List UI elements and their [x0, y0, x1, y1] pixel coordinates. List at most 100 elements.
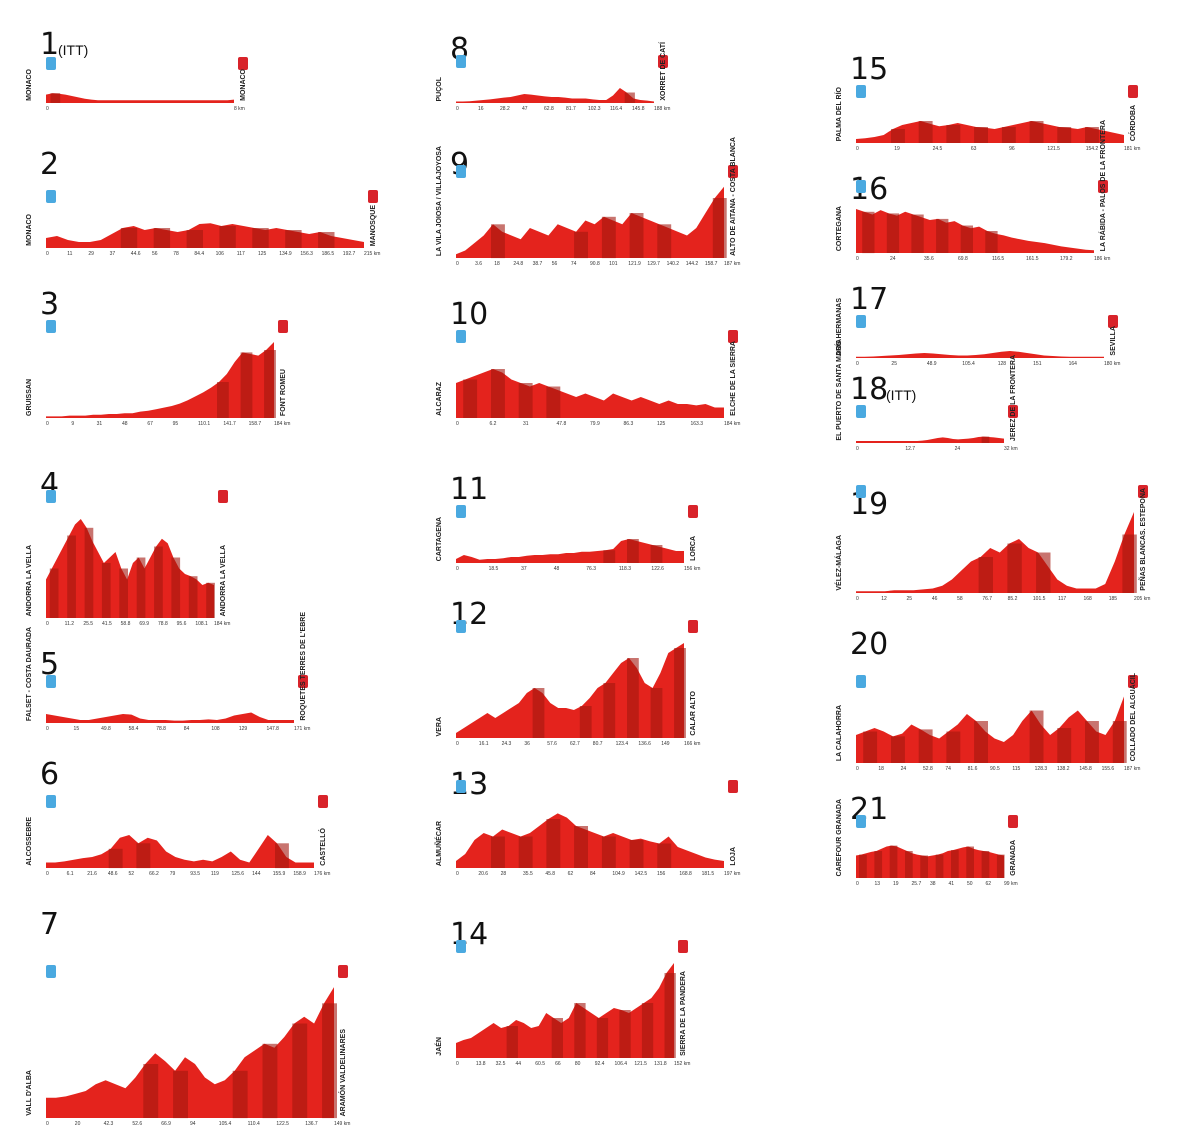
- finish-town-label: LOJA: [730, 847, 737, 866]
- finish-town-label: CÓRDOBA: [1130, 104, 1137, 141]
- start-flag-icon: [856, 675, 866, 688]
- km-tick-label: 41.5: [102, 621, 112, 627]
- km-tick-label: 158.7: [704, 261, 718, 267]
- km-tick-label: 0: [46, 726, 49, 732]
- km-tick-label: 15: [73, 726, 80, 732]
- climb-segment: [84, 527, 94, 618]
- km-tick-label: 95: [172, 421, 179, 427]
- km-tick-label: 24.8: [513, 261, 524, 267]
- km-tick-label: 94: [190, 1121, 196, 1127]
- elevation-profile: [456, 369, 724, 418]
- stage-number: 17: [850, 282, 889, 317]
- climb-segment: [551, 1018, 563, 1058]
- climb-segment: [862, 211, 875, 254]
- km-tick-label: 45.8: [545, 871, 556, 877]
- km-tick-label: 128.3: [1034, 766, 1048, 772]
- km-tick-label: 141.7: [223, 421, 236, 427]
- km-tick-label: 44.6: [130, 251, 141, 257]
- stage-1: 1 (ITT) MONACO MONACO 0 8 km: [20, 30, 260, 115]
- start-town-label: ALCOSSEBRE: [26, 817, 33, 866]
- km-tick-label: 125: [258, 251, 267, 257]
- km-tick-label: 11.2: [64, 621, 75, 627]
- finish-flag-icon: [318, 795, 328, 808]
- km-tick-label: 188 km: [654, 106, 671, 112]
- km-tick-label: 84.4: [194, 251, 205, 257]
- km-tick-label: 0: [856, 256, 859, 262]
- climb-segment: [1057, 728, 1072, 763]
- climb-segment: [491, 224, 505, 259]
- finish-flag-icon: [728, 780, 738, 793]
- km-tick-label: 28.2: [500, 106, 510, 112]
- km-tick-label: 37: [109, 251, 116, 257]
- elevation-profile: [856, 121, 1124, 143]
- km-tick-label: 145.8: [1079, 766, 1092, 772]
- km-tick-label: 12: [881, 596, 887, 602]
- climb-segment: [153, 228, 171, 248]
- finish-town-label: ROQUETES TERRES DE L'EBRE: [300, 612, 307, 721]
- stage-18: 18 (ITT) EL PUERTO DE SANTA MARÍA JEREZ DE …: [830, 339, 1030, 455]
- km-tick-label: 84: [590, 871, 596, 877]
- climb-segment: [518, 383, 533, 418]
- km-tick-label: 0: [46, 251, 49, 257]
- start-flag-icon: [456, 780, 466, 793]
- climb-segment: [874, 851, 883, 878]
- start-town-label: VERA: [436, 716, 443, 736]
- km-tick-label: 32.5: [495, 1061, 506, 1067]
- km-tick-label: 192.7: [342, 251, 356, 257]
- km-tick-label: 136.6: [638, 741, 651, 747]
- km-tick-label: 6.1: [66, 871, 74, 877]
- km-tick-label: 0: [856, 146, 859, 152]
- km-tick-label: 56: [152, 251, 158, 257]
- climb-segment: [624, 92, 635, 103]
- start-flag-icon: [456, 940, 466, 953]
- km-tick-label: 24: [900, 766, 907, 772]
- km-tick-label: 56: [551, 261, 558, 267]
- profile-area: [856, 436, 1004, 443]
- km-tick-label: 62: [567, 871, 574, 877]
- km-tick-label: 123.4: [615, 741, 629, 747]
- km-tick-label: 3.6: [475, 261, 483, 267]
- km-tick-label: 0: [856, 361, 859, 367]
- climb-segment: [946, 125, 961, 143]
- climb-segment: [859, 854, 867, 878]
- km-tick-label: 79.9: [590, 421, 600, 427]
- climb-segment: [966, 846, 974, 878]
- elevation-profile: [856, 209, 1094, 254]
- km-tick-label: 125: [657, 421, 666, 427]
- finish-town-label: JEREZ DE LA FRONTERA: [1010, 354, 1017, 441]
- climb-segment: [657, 224, 672, 259]
- km-tick-label: 25: [891, 361, 897, 367]
- km-tick-label: 52.8: [923, 766, 933, 772]
- start-town-label: EL PUERTO DE SANTA MARÍA: [836, 339, 843, 441]
- climb-segment: [918, 729, 933, 763]
- climb-segment: [889, 845, 898, 878]
- climb-segment: [136, 843, 151, 869]
- km-tick-label: 145.8: [632, 106, 645, 112]
- climb-segment: [206, 582, 215, 618]
- km-tick-label: 11: [67, 251, 73, 257]
- km-tick-label: 186.5: [321, 251, 335, 257]
- km-tick-label: 95.6: [176, 621, 187, 627]
- profile-area: [456, 539, 684, 563]
- km-tick-label: 48.6: [107, 871, 118, 877]
- km-tick-label: 67: [147, 421, 153, 427]
- start-flag-icon: [46, 57, 56, 70]
- climb-segment: [285, 230, 302, 248]
- climb-segment: [627, 658, 639, 738]
- start-town-label: ALMUÑÉCAR: [436, 820, 443, 866]
- climb-segment: [173, 1070, 188, 1119]
- start-town-label: FALSET - COSTA DAURADA: [26, 626, 33, 721]
- climb-segment: [101, 563, 111, 618]
- km-tick-label: 18.5: [488, 566, 499, 572]
- stage-13: 13 ALMUÑÉCAR LOJA 0 20.6 28 35.5 45.8 62 84 104.9 1…: [430, 770, 750, 880]
- km-tick-label: 18: [494, 261, 500, 267]
- finish-town-label: SIERRA DE LA PANDERA: [680, 971, 687, 1056]
- km-tick-label: 184 km: [214, 621, 231, 627]
- climb-segment: [574, 1003, 586, 1058]
- climb-segment: [219, 226, 236, 248]
- climb-segment: [318, 232, 335, 248]
- km-tick-label: 181 km: [1124, 146, 1141, 152]
- climb-segment: [603, 683, 616, 738]
- climb-segment: [1112, 721, 1127, 763]
- km-tick-label: 24.3: [501, 741, 512, 747]
